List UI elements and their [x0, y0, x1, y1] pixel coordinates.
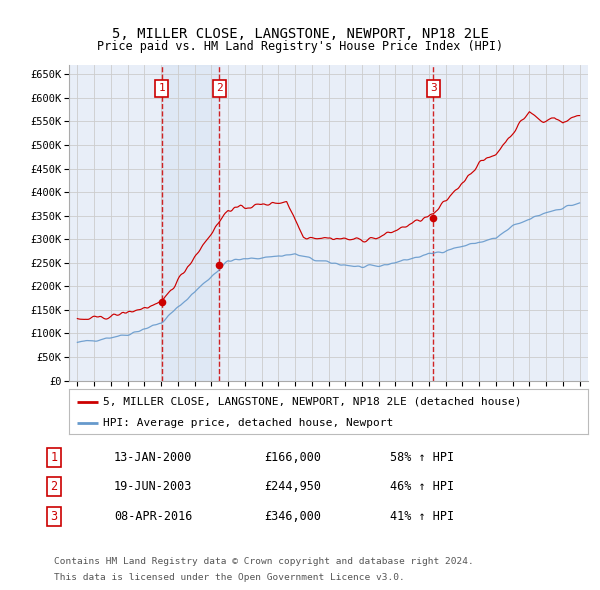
Text: HPI: Average price, detached house, Newport: HPI: Average price, detached house, Newp… [103, 418, 393, 428]
Text: 19-JUN-2003: 19-JUN-2003 [114, 480, 193, 493]
Text: 1: 1 [50, 451, 58, 464]
Text: This data is licensed under the Open Government Licence v3.0.: This data is licensed under the Open Gov… [54, 572, 405, 582]
Text: 08-APR-2016: 08-APR-2016 [114, 510, 193, 523]
Text: 2: 2 [216, 83, 223, 93]
Text: 58% ↑ HPI: 58% ↑ HPI [390, 451, 454, 464]
Text: 41% ↑ HPI: 41% ↑ HPI [390, 510, 454, 523]
Bar [162, 65, 219, 381]
Text: 5, MILLER CLOSE, LANGSTONE, NEWPORT, NP18 2LE (detached house): 5, MILLER CLOSE, LANGSTONE, NEWPORT, NP1… [103, 397, 521, 407]
Text: 13-JAN-2000: 13-JAN-2000 [114, 451, 193, 464]
Text: 3: 3 [50, 510, 58, 523]
Text: £244,950: £244,950 [264, 480, 321, 493]
Text: Contains HM Land Registry data © Crown copyright and database right 2024.: Contains HM Land Registry data © Crown c… [54, 557, 474, 566]
Text: £346,000: £346,000 [264, 510, 321, 523]
Text: 1: 1 [158, 83, 165, 93]
Text: £166,000: £166,000 [264, 451, 321, 464]
Text: 3: 3 [430, 83, 437, 93]
Text: 46% ↑ HPI: 46% ↑ HPI [390, 480, 454, 493]
Text: 5, MILLER CLOSE, LANGSTONE, NEWPORT, NP18 2LE: 5, MILLER CLOSE, LANGSTONE, NEWPORT, NP1… [112, 27, 488, 41]
Text: Price paid vs. HM Land Registry's House Price Index (HPI): Price paid vs. HM Land Registry's House … [97, 40, 503, 53]
Text: 2: 2 [50, 480, 58, 493]
